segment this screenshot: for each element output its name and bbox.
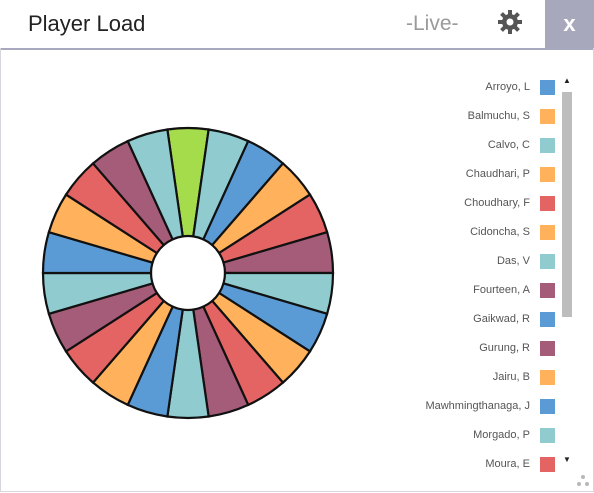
legend-item[interactable]: Gaikwad, R bbox=[473, 309, 555, 329]
window-header: Player Load -Live- x bbox=[0, 0, 594, 50]
legend-item[interactable]: Cidoncha, S bbox=[470, 222, 555, 242]
legend-item-label: Mawhmingthanaga, J bbox=[425, 400, 530, 412]
legend-swatch bbox=[540, 369, 555, 385]
legend-item-label: Jairu, B bbox=[492, 371, 530, 383]
scroll-down-button[interactable]: ▼ bbox=[563, 455, 571, 464]
legend-item[interactable]: Calvo, C bbox=[488, 135, 555, 155]
legend-item-label: Fourteen, A bbox=[473, 284, 530, 296]
legend-swatch bbox=[540, 427, 555, 443]
legend-item-label: Balmuchu, S bbox=[467, 110, 530, 122]
legend-swatch bbox=[540, 311, 555, 327]
legend-item-label: Moura, E bbox=[485, 458, 530, 470]
legend-swatch bbox=[540, 398, 555, 414]
legend-item-label: Cidoncha, S bbox=[470, 226, 530, 238]
legend-item-label: Morgado, P bbox=[473, 429, 530, 441]
live-status: -Live- bbox=[406, 12, 459, 35]
legend-swatch bbox=[540, 224, 555, 240]
donut-slice[interactable] bbox=[126, 128, 184, 241]
legend-item-label: Chaudhari, P bbox=[465, 168, 530, 180]
legend-swatch bbox=[540, 456, 555, 472]
legend-swatch bbox=[540, 79, 555, 95]
legend-swatch bbox=[540, 137, 555, 153]
legend-item[interactable]: Moura, E bbox=[485, 454, 555, 474]
legend-item-label: Calvo, C bbox=[487, 139, 530, 151]
player-load-donut-chart bbox=[41, 126, 335, 420]
legend-item[interactable]: Morgado, P bbox=[473, 425, 555, 445]
legend-item[interactable]: Das, V bbox=[497, 251, 555, 271]
legend-item[interactable]: Fourteen, A bbox=[473, 280, 555, 300]
legend-swatch bbox=[540, 340, 555, 356]
legend-item[interactable]: Balmuchu, S bbox=[468, 106, 555, 126]
legend-swatch bbox=[540, 166, 555, 182]
legend-swatch bbox=[540, 282, 555, 298]
legend-item-label: Gaikwad, R bbox=[473, 313, 530, 325]
legend-item[interactable]: Jairu, B bbox=[493, 367, 555, 387]
legend-swatch bbox=[540, 195, 555, 211]
legend-item[interactable]: Gurung, R bbox=[479, 338, 555, 358]
legend-item-label: Das, V bbox=[496, 255, 530, 267]
scroll-up-button[interactable]: ▲ bbox=[563, 76, 571, 85]
legend-scrollbar-thumb[interactable] bbox=[562, 92, 572, 317]
close-button[interactable]: x bbox=[545, 0, 594, 48]
legend-item-label: Gurung, R bbox=[479, 342, 530, 354]
legend-item-label: Arroyo, L bbox=[485, 81, 530, 93]
resize-grip-icon[interactable] bbox=[574, 472, 592, 490]
legend-item-label: Choudhary, F bbox=[464, 197, 530, 209]
window-title: Player Load bbox=[28, 11, 146, 36]
legend-swatch bbox=[540, 108, 555, 124]
legend-item[interactable]: Chaudhari, P bbox=[466, 164, 555, 184]
legend-item[interactable]: Mawhmingthanaga, J bbox=[425, 396, 555, 416]
legend-item[interactable]: Arroyo, L bbox=[485, 77, 555, 97]
legend-swatch bbox=[540, 253, 555, 269]
gear-icon[interactable] bbox=[497, 9, 523, 35]
legend-item[interactable]: Choudhary, F bbox=[464, 193, 555, 213]
